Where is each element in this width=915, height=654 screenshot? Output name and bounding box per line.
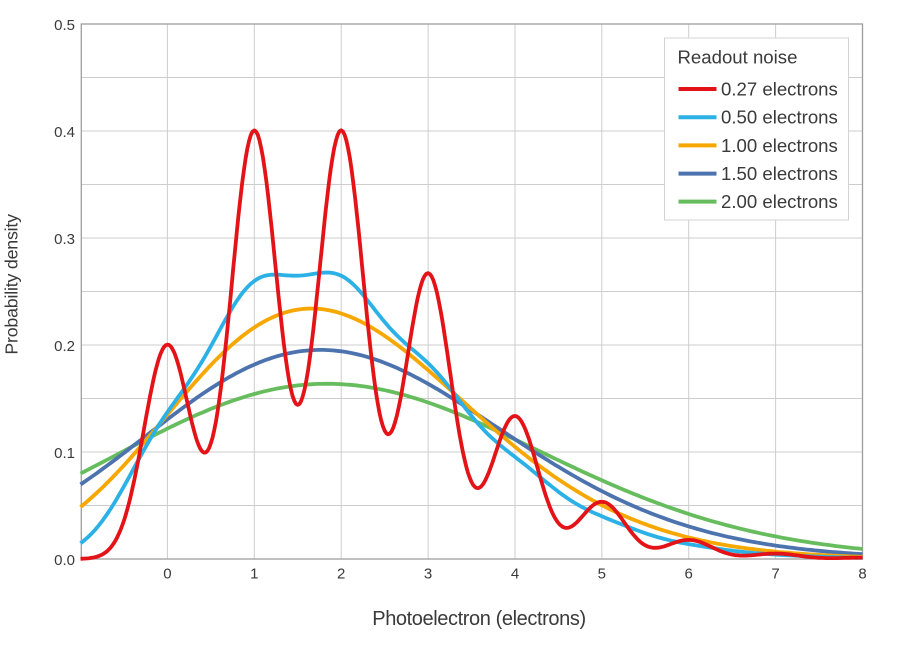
svg-text:Readout noise: Readout noise xyxy=(678,47,798,68)
svg-text:1.00 electrons: 1.00 electrons xyxy=(721,135,838,156)
svg-text:1.50 electrons: 1.50 electrons xyxy=(721,163,838,184)
svg-text:2.00 electrons: 2.00 electrons xyxy=(721,191,838,212)
svg-text:1: 1 xyxy=(250,565,258,582)
svg-text:7: 7 xyxy=(771,565,779,582)
svg-text:0.5: 0.5 xyxy=(54,17,75,34)
svg-text:Photoelectron (electrons): Photoelectron (electrons) xyxy=(372,608,585,630)
svg-text:0.27 electrons: 0.27 electrons xyxy=(721,78,838,99)
svg-text:0.2: 0.2 xyxy=(54,338,75,355)
svg-text:0.0: 0.0 xyxy=(54,552,75,569)
svg-text:2: 2 xyxy=(337,565,345,582)
svg-text:0.50 electrons: 0.50 electrons xyxy=(721,107,838,128)
svg-text:0.4: 0.4 xyxy=(54,124,75,141)
svg-text:0.1: 0.1 xyxy=(54,445,75,462)
svg-text:8: 8 xyxy=(858,565,866,582)
svg-text:5: 5 xyxy=(598,565,606,582)
svg-text:0.3: 0.3 xyxy=(54,231,75,248)
svg-text:6: 6 xyxy=(685,565,693,582)
svg-text:3: 3 xyxy=(424,565,432,582)
svg-text:0: 0 xyxy=(163,565,171,582)
svg-text:Probability density: Probability density xyxy=(1,214,21,355)
svg-text:4: 4 xyxy=(511,565,519,582)
